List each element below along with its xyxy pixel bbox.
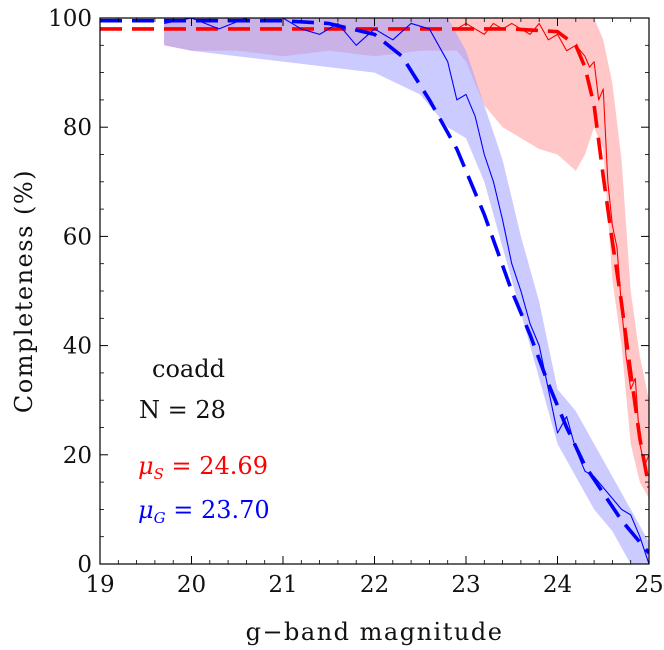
galaxies-fit-line (100, 18, 649, 555)
x-axis-label: g−band magnitude (246, 618, 504, 646)
annotation-n: N = 28 (139, 396, 226, 424)
mu-s-subscript: S (154, 465, 164, 483)
annotation-coadd: coadd (152, 355, 225, 383)
y-tick-label: 80 (63, 115, 92, 141)
y-tick-label: 100 (48, 6, 92, 32)
x-tick-label: 21 (268, 572, 297, 598)
plot-area (100, 18, 649, 564)
x-tick-label: 24 (543, 572, 572, 598)
x-tick-label: 25 (634, 572, 663, 598)
x-tick-label: 23 (451, 572, 480, 598)
x-tick-label: 19 (85, 572, 114, 598)
x-tick-label: 22 (360, 572, 389, 598)
stars-fit-line (100, 27, 649, 488)
mu-g-value: = 23.70 (166, 496, 270, 524)
stars-measured-line (456, 22, 649, 467)
axis-ticks: 19 20 21 22 23 24 25 0 20 40 60 80 100 (48, 6, 664, 598)
y-tick-label: 20 (63, 443, 92, 469)
mu-s-value: = 24.69 (164, 452, 268, 480)
x-tick-label: 20 (177, 572, 206, 598)
y-tick-label: 60 (63, 224, 92, 250)
y-tick-label: 0 (77, 552, 92, 578)
annotation-mu-g: μG = 23.70 (138, 496, 270, 527)
annotation-mu-s: μS = 24.69 (138, 452, 268, 483)
y-tick-label: 40 (63, 334, 92, 360)
y-axis-label: Completeness (%) (10, 169, 38, 413)
galaxies-band (164, 18, 649, 564)
stars-band (164, 18, 649, 499)
mu-g-symbol: μ (138, 496, 154, 524)
mu-g-subscript: G (154, 509, 166, 527)
mu-s-symbol: μ (138, 452, 154, 480)
